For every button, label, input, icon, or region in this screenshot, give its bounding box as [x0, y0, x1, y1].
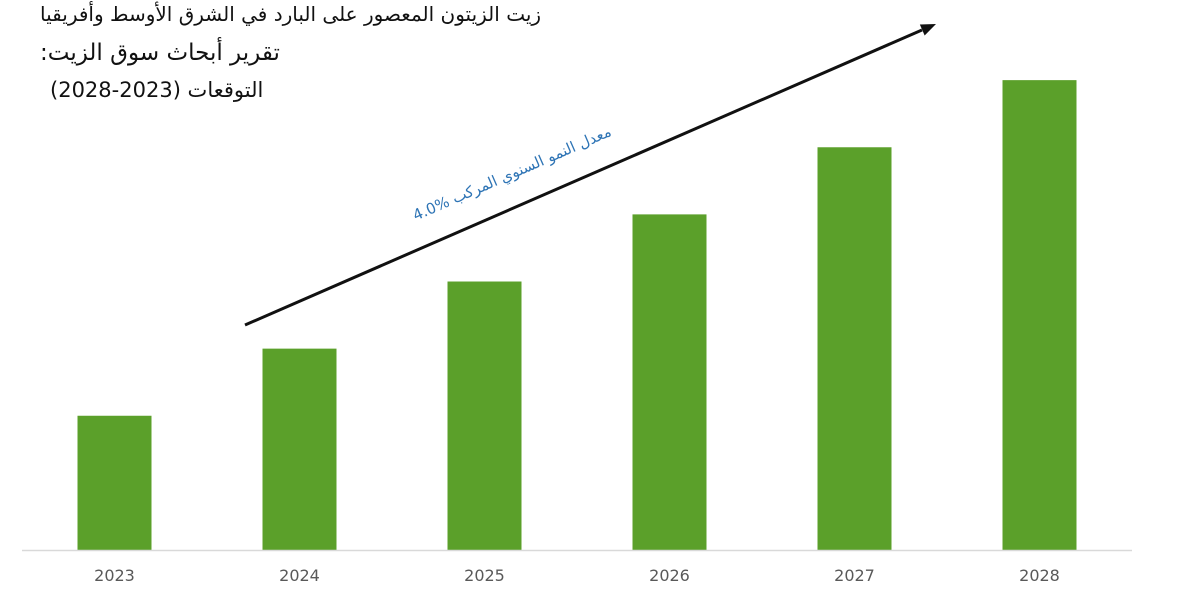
- bar-2028: [1002, 80, 1077, 550]
- x-tick-label-2026: 2026: [649, 566, 690, 585]
- x-tick-labels: 2023 2024 2025 2026 2027 2028: [94, 566, 1060, 585]
- growth-arrow: [244, 24, 936, 327]
- bar-2023: [77, 415, 152, 550]
- chart-title-line-2: تقرير أبحاث سوق الزيت:: [40, 40, 280, 66]
- x-tick-label-2028: 2028: [1019, 566, 1060, 585]
- x-tick-label-2025: 2025: [464, 566, 505, 585]
- bar-2026: [632, 214, 707, 551]
- bar-2024: [262, 348, 337, 550]
- chart-title-line-1: زيت الزيتون المعصور على البارد في الشرق …: [40, 2, 542, 26]
- bar-2027: [817, 147, 892, 551]
- bars-group: [77, 80, 1077, 551]
- chart-title-line-3: التوقعات (2023-2028): [50, 78, 264, 102]
- arrow-head: [919, 24, 936, 36]
- arrow-shaft: [244, 28, 923, 327]
- x-tick-label-2024: 2024: [279, 566, 320, 585]
- x-tick-label-2023: 2023: [94, 566, 135, 585]
- bar-2025: [447, 281, 522, 550]
- x-tick-label-2027: 2027: [834, 566, 875, 585]
